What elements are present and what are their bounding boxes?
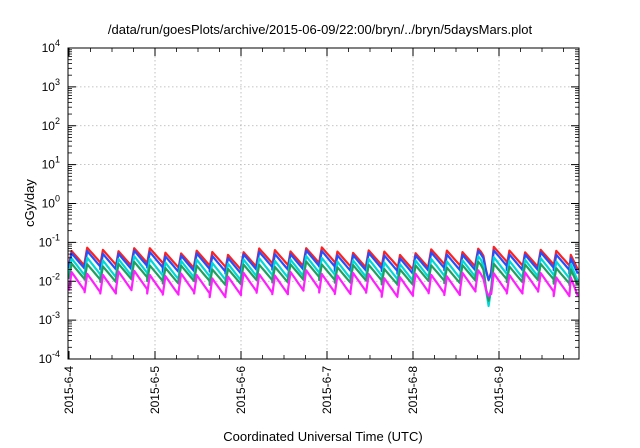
y-tick-label: 10-2 [39,271,60,288]
series-line [67,254,579,308]
x-tick-label: 2015-6-8 [406,366,420,414]
y-tick-label: 10-3 [39,310,60,327]
x-axis-label: Coordinated Universal Time (UTC) [223,429,422,444]
series-line [67,249,579,282]
grid-lines [68,48,579,359]
axis-ticks [68,47,579,360]
x-tick-label: 2015-6-7 [320,366,334,414]
y-tick-label: 104 [42,38,60,55]
x-tick-label: 2015-6-4 [62,366,76,414]
series-line [67,245,579,282]
tick-labels: 10-4 10-3 10-2 10-1 100 101 102 103 104 2015-6-4 2… [39,38,506,414]
series-lines [67,245,579,308]
y-tick-label: 102 [42,116,60,133]
y-tick-label: 101 [42,155,60,172]
chart-title: /data/run/goesPlots/archive/2015-06-09/2… [107,22,533,37]
x-tick-label: 2015-6-5 [148,366,162,414]
x-tick-label: 2015-6-9 [492,366,506,414]
x-tick-label: 2015-6-6 [234,366,248,414]
y-tick-label: 103 [42,77,60,94]
y-tick-label: 100 [42,194,60,211]
series-line [67,269,579,299]
y-tick-label: 10-4 [39,349,60,366]
y-tick-label: 10-1 [39,232,60,249]
series-line [67,260,579,302]
y-axis-label: cGy/day [22,179,37,227]
